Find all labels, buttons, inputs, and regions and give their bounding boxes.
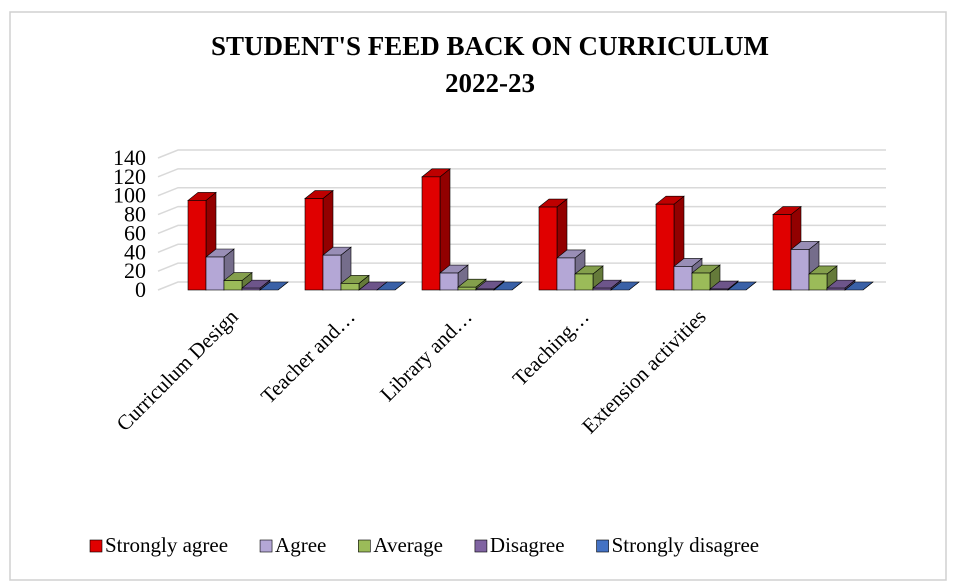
y-tick-label: 80	[124, 202, 146, 227]
y-tick-label: 60	[124, 220, 146, 245]
bar-top	[727, 281, 757, 291]
legend-label: Agree	[275, 533, 326, 557]
bar	[457, 286, 477, 291]
bar	[223, 280, 243, 291]
grid-line	[157, 149, 886, 159]
y-tick-label: 140	[113, 145, 146, 170]
bar	[790, 249, 810, 291]
bar	[574, 273, 594, 291]
bar	[205, 256, 225, 291]
grid-line	[157, 205, 886, 216]
chart-subtitle: 2022-23	[445, 68, 535, 98]
bar	[772, 214, 792, 291]
bar	[691, 272, 711, 291]
legend-swatch	[474, 539, 488, 553]
bar	[826, 287, 846, 291]
bar	[340, 283, 360, 291]
legend-swatch	[89, 539, 103, 553]
bar	[241, 287, 261, 291]
y-tick-label: 40	[124, 239, 146, 264]
legend-swatch	[259, 539, 273, 553]
y-tick-label: 0	[135, 277, 146, 302]
bar-top	[259, 281, 289, 291]
grid-line	[157, 243, 886, 253]
bar	[709, 288, 729, 291]
bar	[673, 266, 693, 291]
grid-line	[157, 281, 886, 291]
legend-label: Strongly disagree	[612, 533, 760, 557]
legend-label: Average	[373, 533, 443, 557]
chart-title: STUDENT'S FEED BACK ON CURRICULUM	[211, 31, 769, 61]
bar	[304, 198, 324, 291]
grid-line	[157, 224, 886, 235]
chart-border	[9, 11, 947, 581]
y-tick-label: 120	[113, 164, 146, 189]
bar	[808, 273, 828, 291]
bar	[187, 200, 207, 291]
bar-top	[844, 281, 874, 291]
bar	[421, 176, 441, 291]
bar	[439, 272, 459, 291]
legend-label: Disagree	[490, 533, 565, 557]
bar-top	[493, 281, 523, 291]
bar	[538, 206, 558, 291]
bar	[322, 254, 342, 291]
bar	[592, 287, 612, 291]
grid-line	[157, 168, 886, 178]
y-tick-label: 100	[113, 183, 146, 208]
grid-line	[157, 262, 886, 272]
legend-label: Strongly agree	[105, 533, 228, 557]
legend-swatch	[596, 539, 609, 553]
bar	[655, 203, 675, 291]
bar	[475, 288, 495, 291]
y-tick-label: 20	[124, 258, 146, 283]
grid-line	[157, 186, 886, 197]
bar-top	[376, 281, 406, 291]
bar-top	[610, 281, 640, 291]
legend-swatch	[358, 539, 371, 553]
bar	[556, 257, 576, 291]
